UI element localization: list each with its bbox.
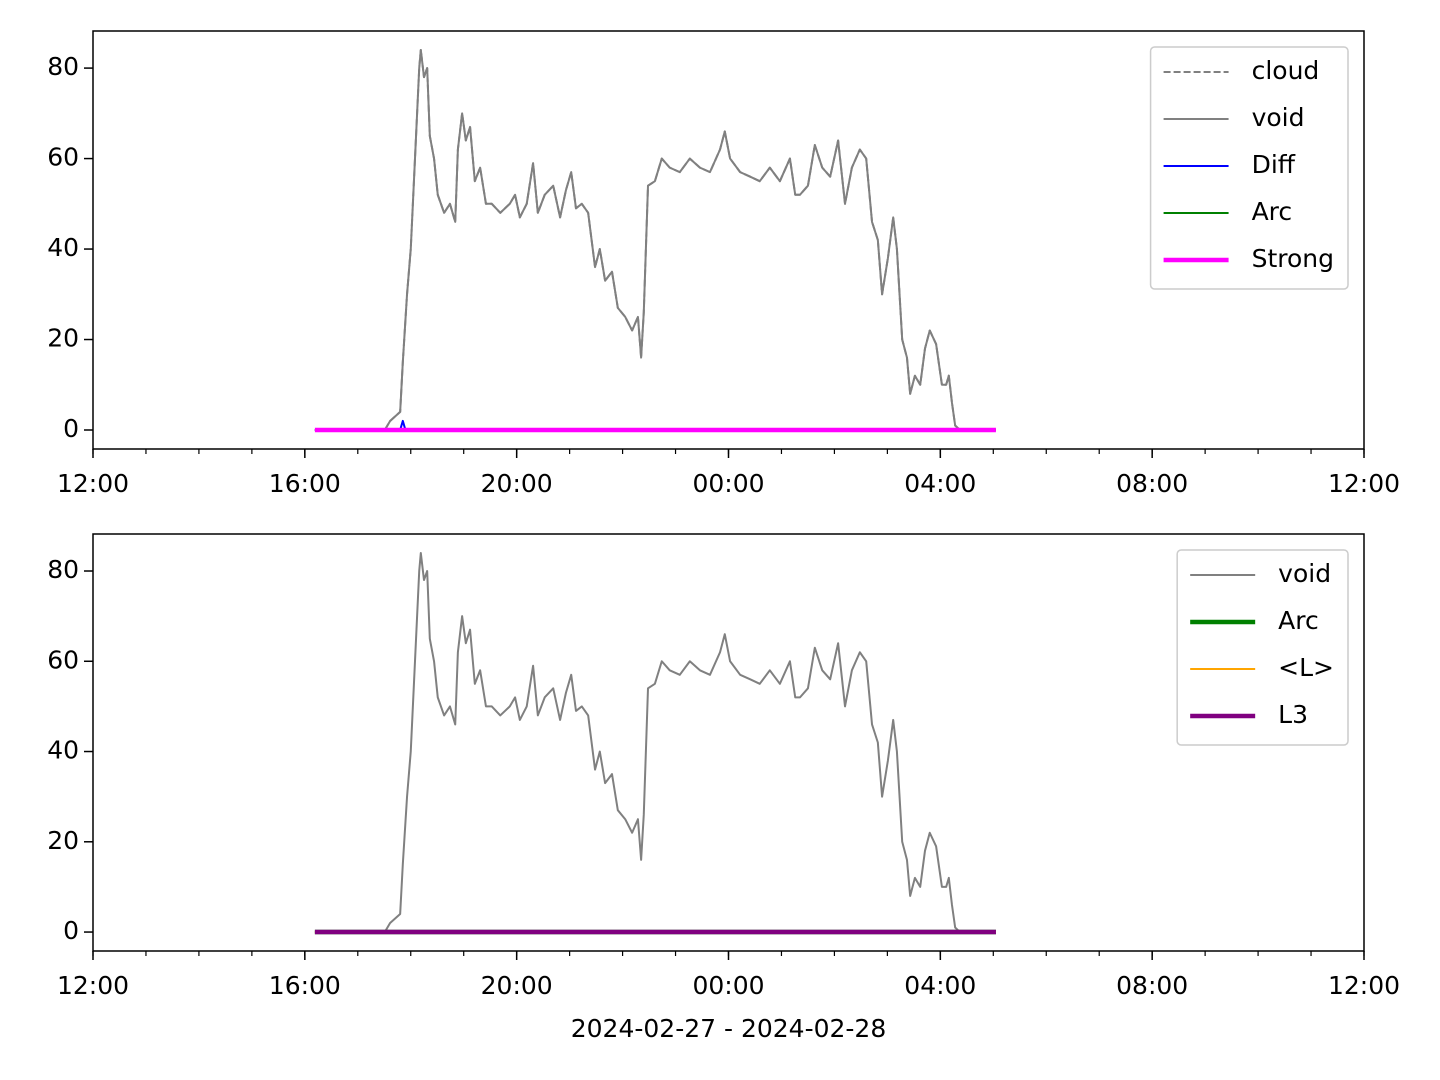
y-tick-label: 40 (47, 233, 79, 262)
x-tick-label: 04:00 (904, 469, 976, 498)
x-tick-label: 00:00 (692, 469, 764, 498)
legend-label: Strong (1252, 244, 1334, 273)
legend-label: Diff (1252, 150, 1296, 179)
x-tick-label: 08:00 (1116, 469, 1188, 498)
axes: 12:00 16:00 20:00 00:00 04:00 08:00 12:00 0 20 40… (47, 533, 1400, 1043)
x-tick-label: 20:00 (481, 469, 553, 498)
legend-label: void (1278, 559, 1331, 588)
legend-label: L3 (1278, 700, 1308, 729)
legend-label: Arc (1252, 197, 1293, 226)
legend-frame (1149, 46, 1349, 290)
legend-frame (1176, 549, 1349, 746)
axes-frame (92, 533, 1365, 952)
legend-label: void (1252, 103, 1305, 132)
x-tick-label: 16:00 (269, 469, 341, 498)
y-tick-label: 0 (63, 916, 79, 945)
y-tick-label: 80 (47, 52, 79, 81)
legend: cloud void Diff Arc Strong (1149, 46, 1349, 290)
legend: void Arc <L> L3 (1176, 549, 1349, 746)
x-tick-label: 12:00 (57, 971, 129, 1000)
series-line (314, 49, 996, 431)
y-tick-label: 20 (47, 826, 79, 855)
axes: 12:00 16:00 20:00 00:00 04:00 08:00 12:00 0 20 40… (47, 30, 1400, 498)
x-tick-label: 16:00 (269, 971, 341, 1000)
x-tick-label: 00:00 (692, 971, 764, 1000)
legend-label: Arc (1278, 606, 1319, 635)
y-tick-label: 80 (47, 555, 79, 584)
legend-label: cloud (1252, 56, 1320, 85)
y-tick-label: 20 (47, 324, 79, 353)
x-tick-label: 20:00 (481, 971, 553, 1000)
y-tick-label: 60 (47, 143, 79, 172)
y-tick-label: 0 (63, 414, 79, 443)
x-axis-label: 2024-02-27 - 2024-02-28 (571, 1014, 887, 1043)
x-tick-label: 12:00 (1328, 469, 1400, 498)
legend-label: <L> (1278, 653, 1334, 682)
series-line (314, 551, 996, 934)
x-tick-label: 04:00 (904, 971, 976, 1000)
x-tick-label: 12:00 (1328, 971, 1400, 1000)
x-tick-label: 12:00 (57, 469, 129, 498)
y-tick-label: 40 (47, 736, 79, 765)
x-tick-label: 08:00 (1116, 971, 1188, 1000)
axes-frame (92, 30, 1365, 450)
y-tick-label: 60 (47, 645, 79, 674)
